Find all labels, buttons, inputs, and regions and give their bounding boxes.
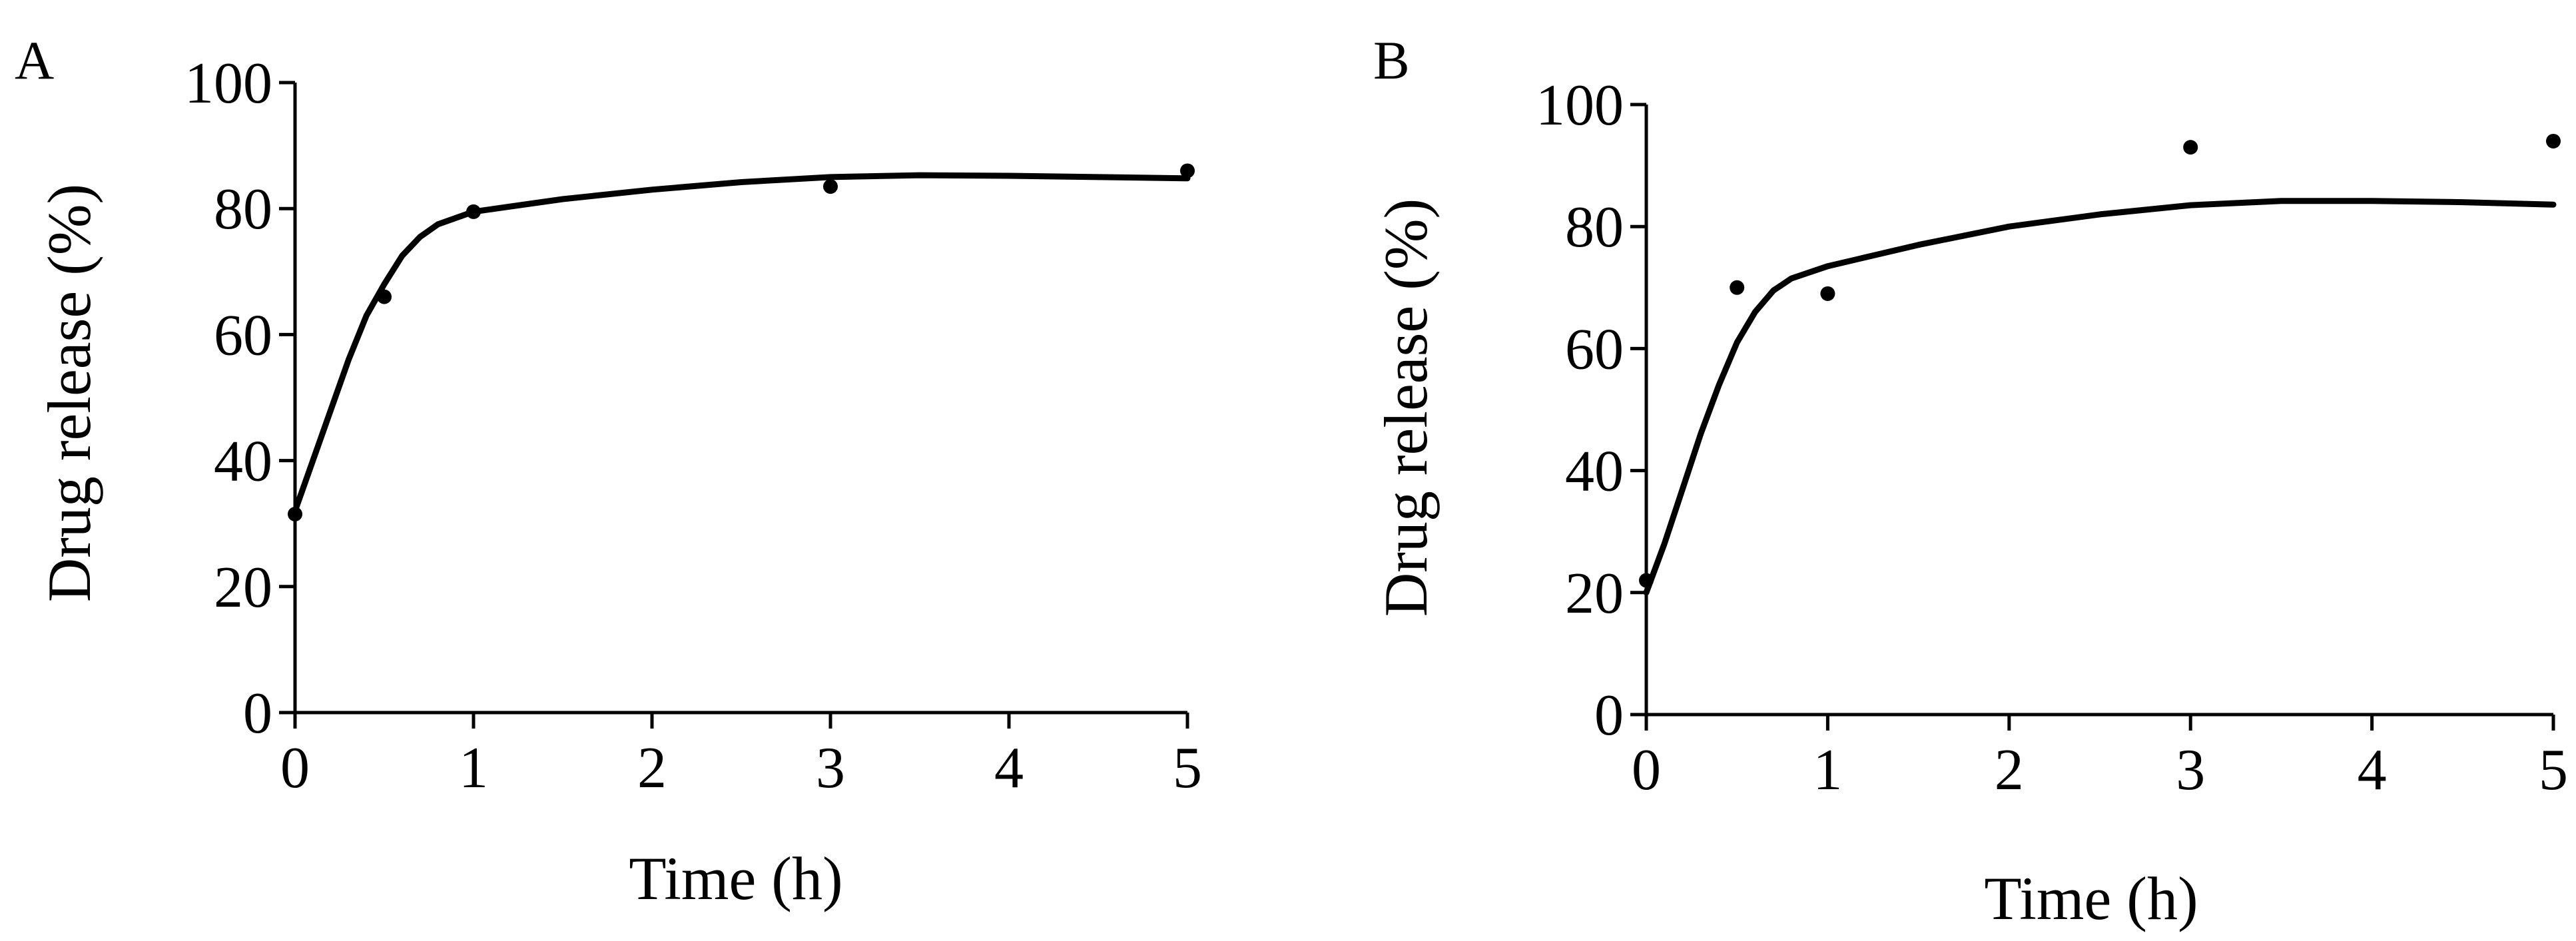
y-tick-label-b: 100 [1536,73,1624,138]
y-tick-label-a: 0 [243,681,272,746]
x-tick-label-b: 5 [2539,738,2568,802]
y-axis-title-a: Drug release (%) [35,184,103,602]
fit-curve-a [292,172,1191,514]
panel-a: A Drug release (%) Time (h) 020406080100… [15,30,1202,912]
x-tick-label-b: 3 [2176,738,2205,802]
y-tick-label-b: 0 [1594,683,1624,748]
y-axis-title-b: Drug release (%) [1372,198,1440,617]
plot-area-a: 0 20 40 60 80 100 0 1 2 3 4 5 [184,51,1202,800]
y-tick-label-b: 20 [1565,561,1624,626]
y-tick-label-b: 80 [1565,195,1624,260]
y-tick-label-a: 60 [214,303,272,368]
data-point-b [2183,140,2198,155]
x-tick-label-a: 5 [1173,736,1202,800]
data-point-a [288,507,302,522]
x-axis-title-b: Time (h) [1984,864,2198,932]
x-tick-label-b: 1 [1813,738,1842,802]
fit-curve-b [1643,198,2557,596]
x-axis-title-a: Time (h) [629,844,842,912]
data-point-b [1730,280,1745,295]
x-tick-label-a: 0 [280,736,310,800]
y-tick-label-a: 80 [214,177,272,242]
x-tick-label-a: 3 [816,736,845,800]
x-tick-label-a: 1 [459,736,488,800]
data-point-a [823,179,838,194]
x-tick-label-b: 4 [2358,738,2387,802]
y-tick-label-a: 100 [184,51,272,116]
data-point-a [1180,163,1195,178]
y-tick-label-b: 40 [1565,440,1624,504]
y-tick-label-a: 20 [214,555,272,620]
data-point-b [1639,573,1654,588]
data-point-b [1820,286,1835,301]
y-tick-label-a: 40 [214,430,272,494]
data-point-a [466,204,481,219]
y-tick-label-b: 60 [1565,317,1624,382]
data-point-a [377,289,392,304]
data-point-b [2546,133,2561,149]
plot-area-b: 0 20 40 60 80 100 0 1 2 3 4 5 [1536,73,2568,802]
x-tick-label-b: 0 [1632,738,1661,802]
panel-letter-a: A [15,30,54,91]
x-tick-label-b: 2 [1995,738,2024,802]
panel-letter-b: B [1373,30,1410,91]
panel-b: B Drug release (%) Time (h) 020406080100… [1372,30,2568,932]
x-tick-label-a: 2 [637,736,667,800]
x-tick-label-a: 4 [994,736,1024,800]
